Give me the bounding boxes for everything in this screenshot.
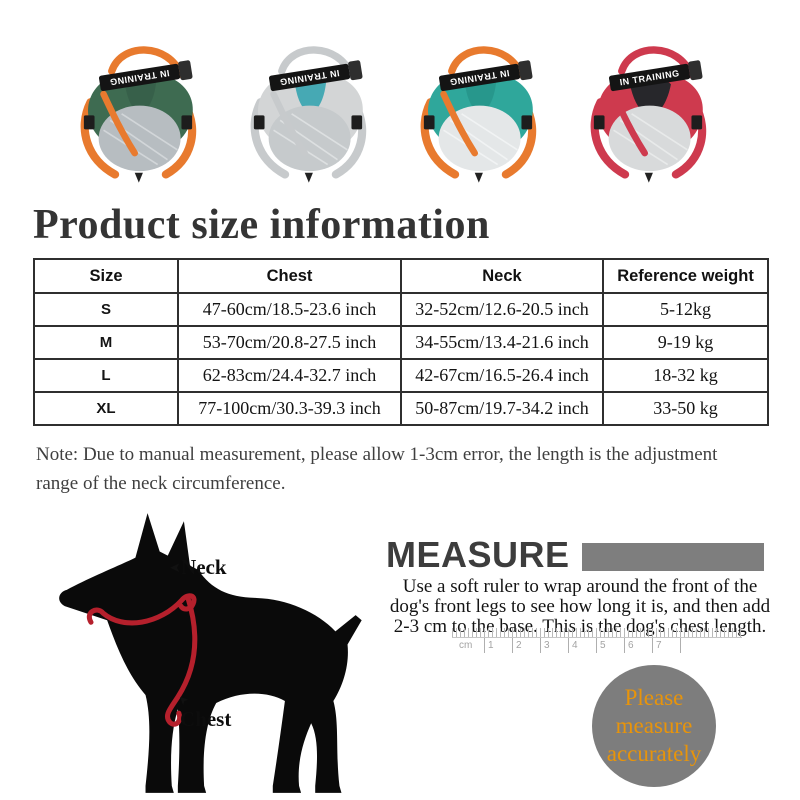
chest-measure-line [164, 595, 198, 727]
ruler-number: 4 [568, 638, 596, 653]
header-reference-weight: Reference weight [602, 258, 769, 294]
table-row-xl: XL 77-100cm/30.3-39.3 inch 50-87cm/19.7-… [33, 391, 769, 426]
cell-chest: 77-100cm/30.3-39.3 inch [177, 391, 402, 426]
table-header-row: Size Chest Neck Reference weight [33, 258, 769, 294]
ruler-number: 6 [624, 638, 652, 653]
neck-label: ➤ Neck [170, 555, 227, 580]
neck-arrow-icon: ➤ [170, 561, 181, 575]
header-chest: Chest [177, 258, 402, 294]
cell-neck: 42-67cm/16.5-26.4 inch [400, 358, 604, 393]
measurement-note: Note: Due to manual measurement, please … [36, 444, 718, 494]
cell-chest: 47-60cm/18.5-23.6 inch [177, 292, 402, 327]
ruler-unit: cm [459, 640, 473, 651]
chest-label: Chest [180, 707, 231, 732]
cell-neck: 50-87cm/19.7-34.2 inch [400, 391, 604, 426]
cell-size: M [33, 325, 179, 360]
ruler-number: 2 [512, 638, 540, 653]
cell-neck: 34-55cm/13.4-21.6 inch [400, 325, 604, 360]
ruler-numbers: cm 1 2 3 4 5 6 7 [456, 638, 712, 653]
cell-weight: 33-50 kg [602, 391, 769, 426]
table-row-l: L 62-83cm/24.4-32.7 inch 42-67cm/16.5-26… [33, 358, 769, 393]
cell-size: XL [33, 391, 179, 426]
ruler-graphic: cm 1 2 3 4 5 6 7 [452, 628, 742, 653]
cell-size: L [33, 358, 179, 393]
cell-weight: 5-12kg [602, 292, 769, 327]
cell-chest: 62-83cm/24.4-32.7 inch [177, 358, 402, 393]
instruction-line: Use a soft ruler to wrap around the fron… [402, 576, 758, 597]
size-table: Size Chest Neck Reference weight S 47-60… [33, 258, 769, 426]
accuracy-badge-text: Please measure accurately [606, 684, 702, 767]
cell-chest: 53-70cm/20.8-27.5 inch [177, 325, 402, 360]
in-training-strap: IN TRAINING [608, 60, 703, 92]
cell-weight: 18-32 kg [602, 358, 769, 393]
ruler-number: 1 [484, 638, 512, 653]
ruler-number: 7 [652, 638, 680, 653]
header-neck: Neck [400, 258, 604, 294]
cell-size: S [33, 292, 179, 327]
ruler-number: 3 [540, 638, 568, 653]
cell-weight: 9-19 kg [602, 325, 769, 360]
product-gallery: IN TRAINING IN TRAINING [56, 24, 738, 210]
in-training-strap: IN TRAINING [98, 60, 193, 92]
measure-title-text: MEASURE [386, 534, 570, 575]
dog-measurement-diagram: ➤ Neck ➤ Chest [22, 497, 364, 800]
in-training-strap: IN TRAINING [268, 60, 363, 92]
in-training-strap: IN TRAINING [438, 60, 533, 92]
ruler-end-tick [680, 638, 681, 653]
harness-photo-grey-teal: IN TRAINING [250, 46, 367, 183]
harness-photo-orange-green: IN TRAINING [80, 46, 197, 183]
measure-heading-bar [581, 543, 764, 571]
dog-silhouette [59, 513, 362, 793]
measure-heading: MEASURE [386, 534, 764, 576]
page-title: Product size information [33, 202, 490, 248]
table-row-s: S 47-60cm/18.5-23.6 inch 32-52cm/12.6-20… [33, 292, 769, 327]
chest-label-text: Chest [180, 707, 232, 731]
harness-photo-teal-orange: IN TRAINING [420, 46, 537, 183]
ruler-tick-strip [452, 628, 742, 638]
header-size: Size [33, 258, 179, 294]
neck-label-text: Neck [181, 555, 227, 579]
ruler-number: 5 [596, 638, 624, 653]
instruction-line: dog's front legs to see how long it is, … [389, 596, 771, 618]
table-row-m: M 53-70cm/20.8-27.5 inch 34-55cm/13.4-21… [33, 325, 769, 360]
accuracy-badge: Please measure accurately [592, 665, 716, 787]
harness-photo-red-black: IN TRAINING [590, 46, 707, 183]
cell-neck: 32-52cm/12.6-20.5 inch [400, 292, 604, 327]
